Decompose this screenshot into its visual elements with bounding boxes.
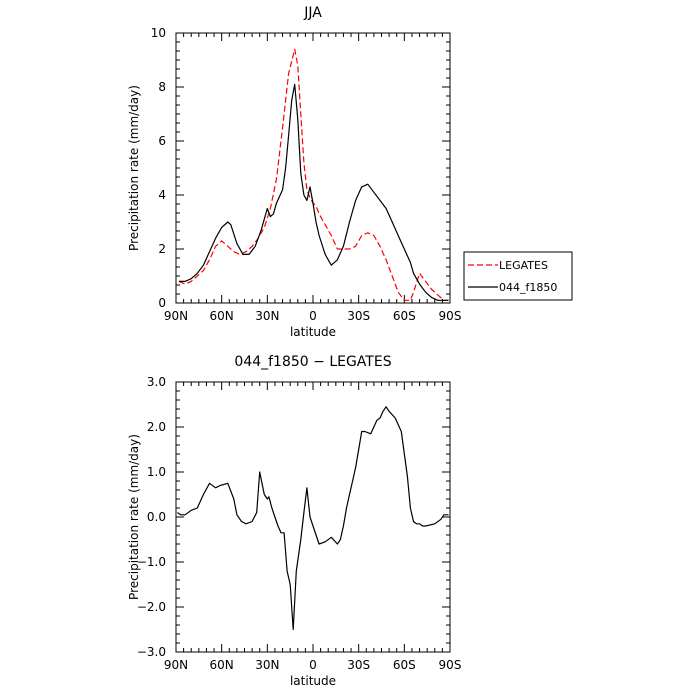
chart-1-y-tick-label: 6 <box>158 134 166 148</box>
chart-1-x-axis-label: latitude <box>290 325 336 339</box>
chart-2-y-tick-label: 3.0 <box>147 375 166 389</box>
chart-2-x-tick-label: 90S <box>439 658 462 672</box>
chart-1-series-044-f1850-line <box>179 83 449 301</box>
chart-2-y-axis-label: Precipitation rate (mm/day) <box>127 434 141 600</box>
chart-1-legend-label: 044_f1850 <box>499 281 557 294</box>
chart-2-y-tick-label: 0.0 <box>147 510 166 524</box>
chart-2-y-tick-label: −2.0 <box>137 600 166 614</box>
chart-1-x-tick-label: 30S <box>347 309 370 323</box>
chart-1-y-tick-label: 2 <box>158 242 166 256</box>
chart-1-y-tick-label: 10 <box>151 26 166 40</box>
chart-2-frame <box>175 381 451 653</box>
chart-1-x-tick-label: 60S <box>393 309 416 323</box>
chart-2-y-tick-label: 2.0 <box>147 420 166 434</box>
chart-1-y-tick-label: 0 <box>158 296 166 310</box>
chart-2-title: 044_f1850 − LEGATES <box>234 354 391 370</box>
chart-2-y-tick-label: 1.0 <box>147 465 166 479</box>
chart-2-y-tick-label: −3.0 <box>137 645 166 659</box>
chart-1-title: JJA <box>303 5 322 21</box>
chart-2-x-tick-label: 90N <box>164 658 188 672</box>
chart-1-frame <box>175 32 451 304</box>
chart-1-y-tick-label: 4 <box>158 188 166 202</box>
chart-1-x-tick-label: 30N <box>255 309 279 323</box>
chart-2-x-tick-label: 60N <box>210 658 234 672</box>
chart-2-x-tick-label: 0 <box>309 658 317 672</box>
chart-1-series-legates-line <box>178 48 449 301</box>
chart-1-x-tick-label: 60N <box>210 309 234 323</box>
chart-1-x-tick-label: 90S <box>439 309 462 323</box>
chart-1-legend-box <box>463 251 573 301</box>
chart-2-y-tick-label: −1.0 <box>137 555 166 569</box>
chart-2-x-tick-label: 60S <box>393 658 416 672</box>
chart-2-x-axis-label: latitude <box>290 674 336 688</box>
chart-2-series-difference-line <box>177 406 449 631</box>
chart-2-x-tick-label: 30S <box>347 658 370 672</box>
chart-1-y-axis-label: Precipitation rate (mm/day) <box>127 85 141 251</box>
chart-1-legend-label: LEGATES <box>499 259 548 272</box>
chart-2-x-tick-label: 30N <box>255 658 279 672</box>
chart-1-x-tick-label: 90N <box>164 309 188 323</box>
chart-1-x-tick-label: 0 <box>309 309 317 323</box>
chart-1-y-tick-label: 8 <box>158 80 166 94</box>
